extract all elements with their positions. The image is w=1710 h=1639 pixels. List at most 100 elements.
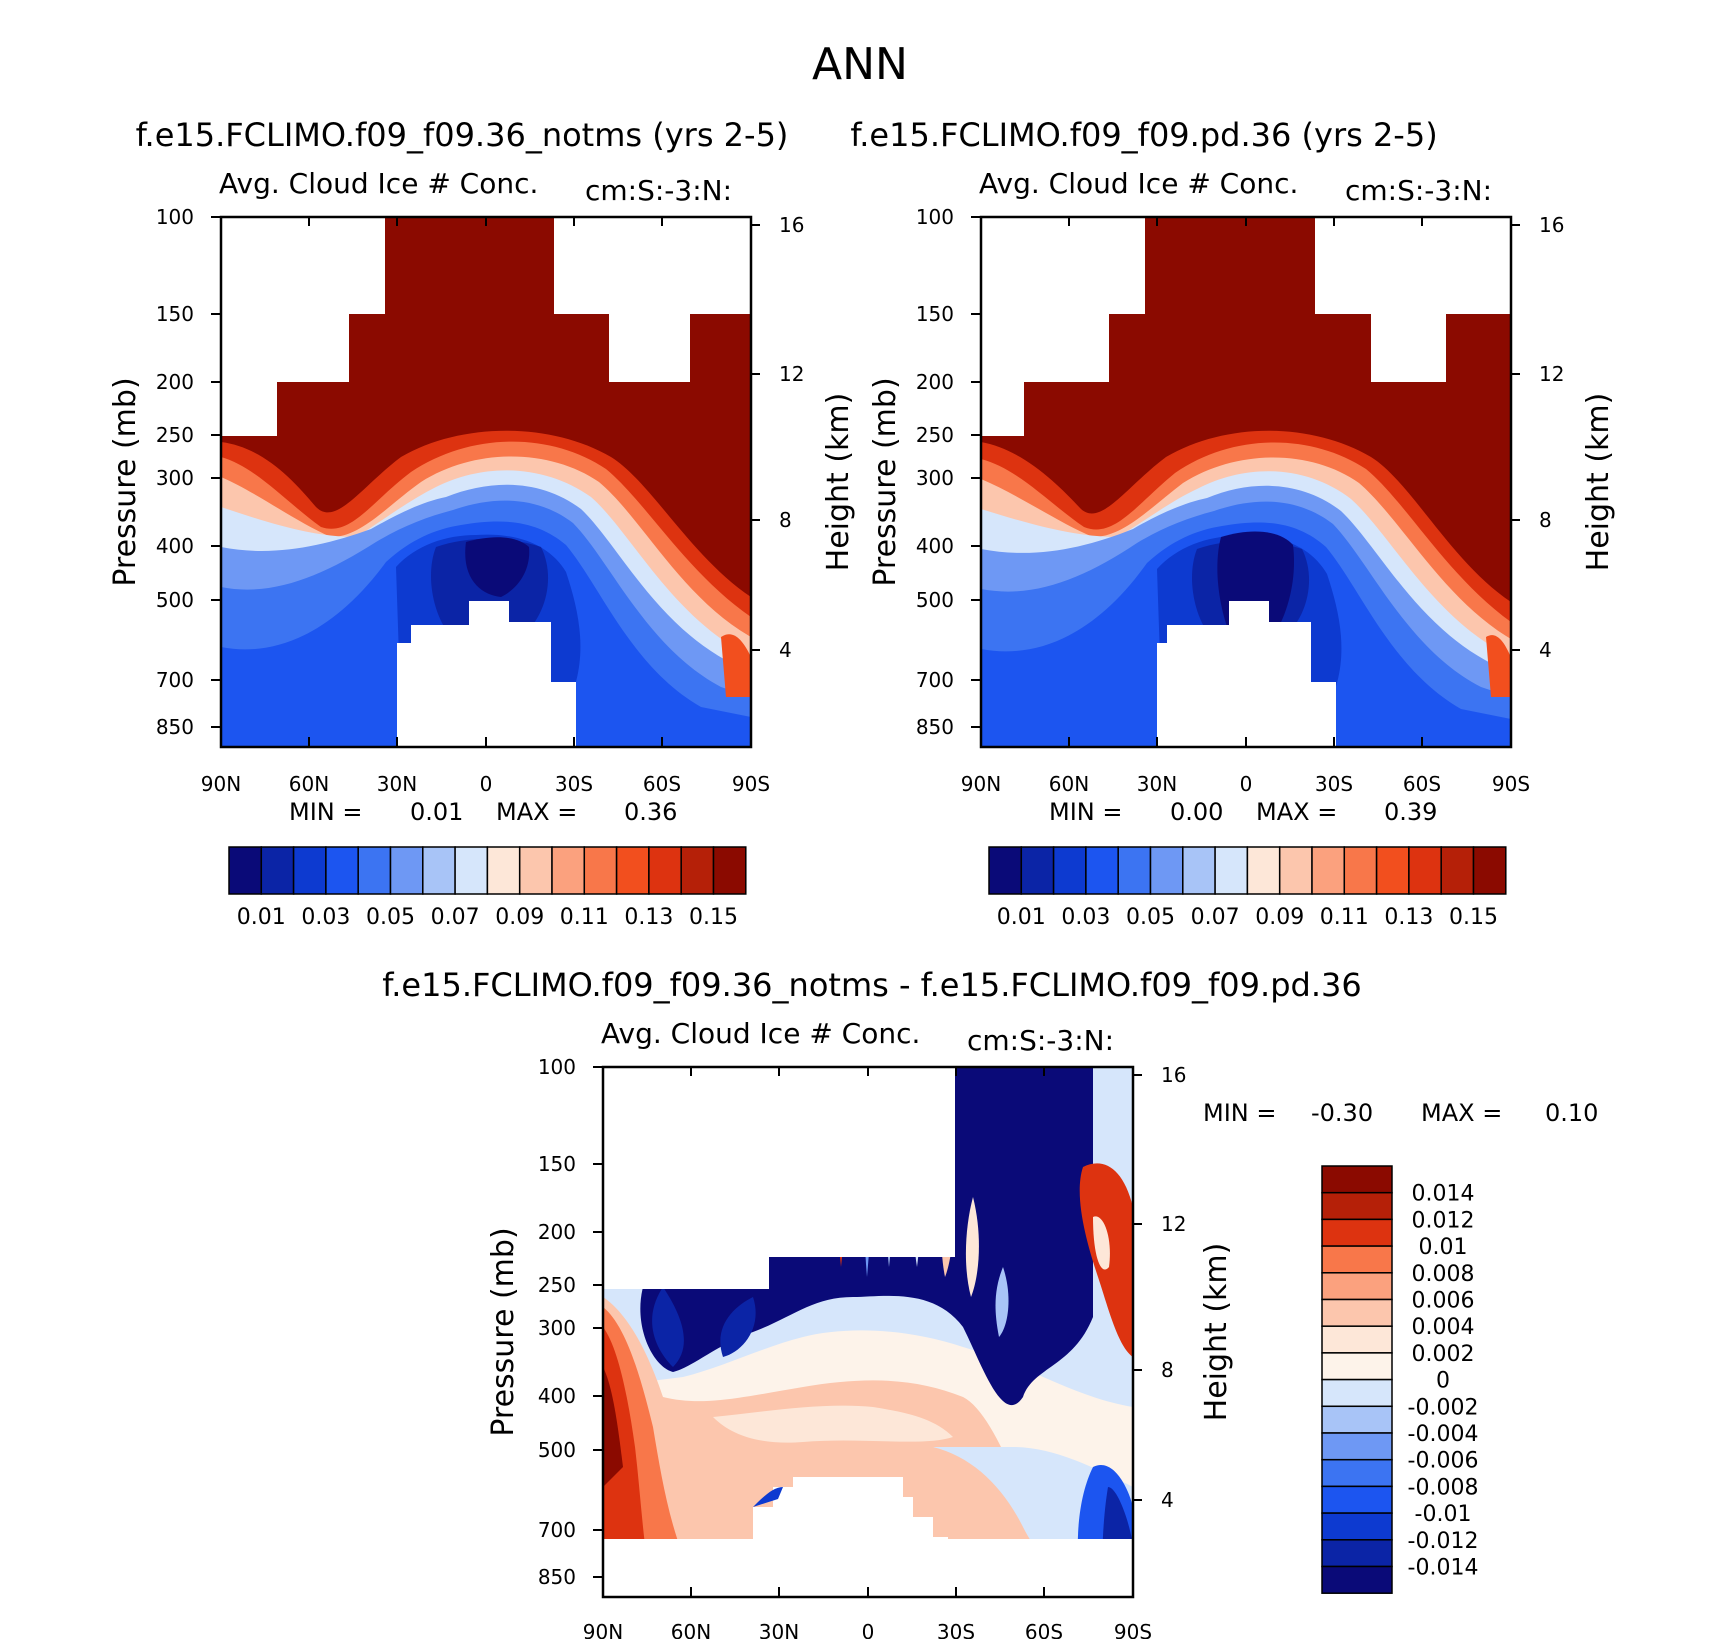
- min-label: MIN =: [1049, 798, 1122, 826]
- colorbar-label: 0.13: [1384, 905, 1433, 930]
- max-label: MAX =: [1421, 1099, 1502, 1127]
- y-right-axis-label: Height (km): [1199, 1243, 1234, 1422]
- colorbar-label: 0.11: [1320, 905, 1369, 930]
- colorbar-swatch: [1321, 1512, 1393, 1541]
- colorbar-label: 0.012: [1412, 1208, 1475, 1233]
- colorbar-label: -0.01: [1415, 1502, 1472, 1527]
- colorbar-swatch: [1408, 846, 1442, 895]
- x-tick-labels: 90N 60N 30N 0 30S 60S 90S: [583, 1620, 1152, 1639]
- colorbar-swatch: [486, 846, 521, 895]
- x-tick-label: 0: [480, 772, 493, 796]
- colorbar-swatch: [292, 846, 327, 895]
- min-value: 0.00: [1170, 798, 1223, 826]
- x-tick-label: 0: [1240, 772, 1253, 796]
- colorbar-swatch: [260, 846, 295, 895]
- x-tick-label: 90S: [1114, 1620, 1152, 1639]
- y-tick-label: 500: [156, 588, 194, 612]
- y-tick-label: 700: [156, 668, 194, 692]
- y-right-tick-label: 12: [1539, 362, 1564, 386]
- y-tick-label: 300: [538, 1316, 576, 1340]
- colorbar-swatch: [551, 846, 586, 895]
- y-tick-label: 850: [916, 715, 954, 739]
- colorbar-swatch: [712, 846, 747, 895]
- colorbar-swatch: [1375, 846, 1410, 895]
- x-axis: [220, 217, 752, 747]
- y-tick-label: 150: [916, 302, 954, 326]
- colorbar-label: 0.01: [997, 905, 1046, 930]
- y-right-tick-label: 12: [1161, 1212, 1186, 1236]
- panel-subtitle: Avg. Cloud Ice # Conc.: [601, 1017, 920, 1050]
- colorbar-label: 0.15: [1449, 905, 1498, 930]
- colorbar-label: 0.008: [1412, 1262, 1475, 1287]
- max-value: 0.39: [1384, 798, 1437, 826]
- x-axis: [980, 217, 1512, 747]
- colorbar-swatch: [1440, 846, 1475, 895]
- colorbar-label: -0.012: [1408, 1529, 1479, 1554]
- colorbar-swatch: [1020, 846, 1055, 895]
- colorbar-swatch: [228, 846, 263, 895]
- y-right-tick-label: 16: [1161, 1063, 1186, 1087]
- x-tick-label: 90N: [583, 1620, 623, 1639]
- y-tick-label: 100: [916, 205, 954, 229]
- panel-units: cm:S:-3:N:: [1345, 174, 1492, 207]
- colorbar-swatch: [1343, 846, 1378, 895]
- x-tick-label: 60N: [289, 772, 329, 796]
- x-tick-label: 60S: [1403, 772, 1441, 796]
- y-axis: [971, 216, 1520, 728]
- x-tick-label: 90N: [201, 772, 241, 796]
- colorbar-swatch: [1311, 846, 1346, 895]
- colorbar-swatch: [357, 846, 392, 895]
- colorbar-label: 0.004: [1412, 1315, 1475, 1340]
- colorbar-label: -0.008: [1408, 1475, 1479, 1500]
- colorbar-swatch: [389, 846, 424, 895]
- colorbar-swatch: [1321, 1165, 1393, 1194]
- y-right-tick-labels: 16 12 8 4: [1161, 1063, 1186, 1512]
- colorbar-swatch: [1321, 1432, 1393, 1461]
- colorbar-label: 0: [1436, 1369, 1450, 1394]
- min-label: MIN =: [1203, 1099, 1276, 1127]
- x-tick-label: 60N: [1049, 772, 1089, 796]
- y-right-tick-label: 8: [1539, 508, 1552, 532]
- x-tick-label: 90N: [961, 772, 1001, 796]
- x-tick-label: 30S: [1315, 772, 1353, 796]
- x-tick-labels: 90N 60N 30N 0 30S 60S 90S: [201, 772, 770, 796]
- max-label: MAX =: [1256, 798, 1337, 826]
- colorbar-label: 0.002: [1412, 1342, 1475, 1367]
- colorbar-swatch: [988, 846, 1023, 895]
- panel-title: f.e15.FCLIMO.f09_f09.pd.36 (yrs 2-5): [850, 116, 1437, 154]
- colorbar-label: 0.01: [237, 905, 286, 930]
- y-tick-label: 100: [538, 1055, 576, 1079]
- colorbar-label: 0.07: [431, 905, 480, 930]
- colorbar-label: 0.03: [301, 905, 350, 930]
- y-right-tick-label: 4: [779, 638, 792, 662]
- colorbar-swatch: [1321, 1405, 1393, 1434]
- colorbar-swatch: [518, 846, 553, 895]
- y-tick-label: 700: [916, 668, 954, 692]
- y-right-tick-labels: 16 12 8 4: [1539, 213, 1564, 662]
- panel-difference: f.e15.FCLIMO.f09_f09.36_notms - f.e15.FC…: [382, 966, 1598, 1639]
- y-right-tick-label: 4: [1161, 1488, 1174, 1512]
- y-right-axis-label: Height (km): [821, 393, 856, 572]
- max-value: 0.36: [624, 798, 677, 826]
- colorbar-label: 0.03: [1061, 905, 1110, 930]
- colorbar-label: 0.09: [495, 905, 544, 930]
- x-tick-label: 30N: [759, 1620, 799, 1639]
- panel-subtitle: Avg. Cloud Ice # Conc.: [219, 167, 538, 200]
- y-tick-label: 500: [916, 588, 954, 612]
- y-tick-label: 250: [538, 1273, 576, 1297]
- y-right-axis-label: Height (km): [1581, 393, 1616, 572]
- colorbar-swatch: [422, 846, 456, 895]
- max-value: 0.10: [1545, 1099, 1598, 1127]
- y-tick-labels: 100 150 200 250 300 400 500 700 850: [538, 1055, 576, 1589]
- x-tick-label: 90S: [732, 772, 770, 796]
- colorbar-swatch: [1321, 1565, 1393, 1594]
- panel-subtitle: Avg. Cloud Ice # Conc.: [979, 167, 1298, 200]
- x-tick-labels: 90N 60N 30N 0 30S 60S 90S: [961, 772, 1530, 796]
- y-tick-label: 150: [156, 302, 194, 326]
- colorbar-label: 0.13: [624, 905, 673, 930]
- colorbar-swatch: [1321, 1378, 1393, 1408]
- y-tick-label: 500: [538, 1438, 576, 1462]
- colorbar-label: -0.004: [1408, 1422, 1479, 1447]
- colorbar-swatch: [615, 846, 650, 895]
